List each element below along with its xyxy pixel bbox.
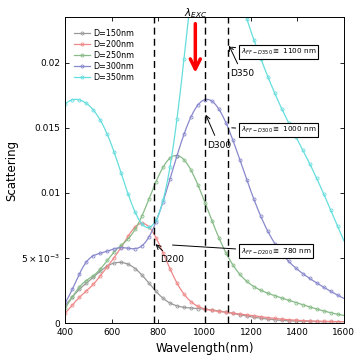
Text: D200: D200: [156, 245, 184, 264]
D=200nm: [155, 237, 159, 242]
D=200nm: [140, 221, 144, 226]
D=250nm: [265, 291, 269, 295]
D=300nm: [205, 97, 209, 101]
D=200nm: [174, 280, 178, 284]
D=250nm: [174, 153, 178, 158]
D=200nm: [97, 275, 101, 280]
D=350nm: [63, 102, 68, 106]
Text: $\lambda_{EXC}$: $\lambda_{EXC}$: [184, 6, 207, 19]
Text: $\lambda_{FF-D300}\cong$ 1000 nm: $\lambda_{FF-D300}\cong$ 1000 nm: [232, 125, 316, 135]
Legend: D=150nm, D=200nm, D=250nm, D=300nm, D=350nm: D=150nm, D=200nm, D=250nm, D=300nm, D=35…: [72, 27, 136, 83]
D=150nm: [97, 270, 101, 275]
D=300nm: [154, 219, 158, 224]
Text: D300: D300: [206, 116, 231, 150]
D=250nm: [266, 291, 271, 296]
D=300nm: [265, 228, 269, 232]
Text: $\lambda_{FF-D200}\cong$ 780 nm: $\lambda_{FF-D200}\cong$ 780 nm: [173, 245, 312, 257]
D=350nm: [239, 0, 243, 2]
D=250nm: [239, 274, 243, 278]
Y-axis label: Scattering: Scattering: [5, 139, 18, 201]
Line: D=250nm: D=250nm: [64, 154, 345, 317]
D=150nm: [265, 317, 269, 321]
D=250nm: [97, 269, 101, 273]
D=150nm: [342, 319, 346, 324]
D=150nm: [155, 290, 159, 295]
D=300nm: [173, 158, 178, 162]
Line: D=200nm: D=200nm: [64, 222, 345, 323]
Line: D=150nm: D=150nm: [64, 261, 345, 323]
D=150nm: [174, 304, 178, 308]
D=350nm: [173, 127, 178, 131]
D=300nm: [63, 300, 68, 305]
D=200nm: [265, 316, 269, 320]
D=350nm: [265, 73, 269, 77]
D=150nm: [118, 260, 122, 265]
D=300nm: [266, 230, 271, 235]
D=300nm: [97, 252, 101, 256]
D=350nm: [342, 239, 346, 243]
D=350nm: [97, 116, 101, 120]
D=250nm: [342, 313, 346, 318]
Line: D=350nm: D=350nm: [64, 0, 345, 242]
D=150nm: [63, 303, 68, 308]
D=250nm: [154, 179, 158, 184]
Text: D350: D350: [229, 47, 254, 78]
D=250nm: [63, 305, 68, 310]
D=250nm: [173, 153, 178, 158]
X-axis label: Wavelength(nm): Wavelength(nm): [155, 343, 254, 356]
D=350nm: [154, 218, 158, 222]
D=300nm: [239, 162, 243, 166]
Line: D=300nm: D=300nm: [64, 98, 345, 304]
D=300nm: [342, 296, 346, 301]
D=200nm: [239, 312, 243, 316]
D=150nm: [239, 313, 243, 317]
Text: $\lambda_{FF-D350}\cong$ 1100 nm: $\lambda_{FF-D350}\cong$ 1100 nm: [232, 47, 316, 57]
D=350nm: [266, 76, 271, 81]
D=200nm: [63, 311, 68, 315]
D=200nm: [342, 319, 346, 324]
D=200nm: [266, 316, 271, 320]
D=150nm: [266, 317, 271, 321]
